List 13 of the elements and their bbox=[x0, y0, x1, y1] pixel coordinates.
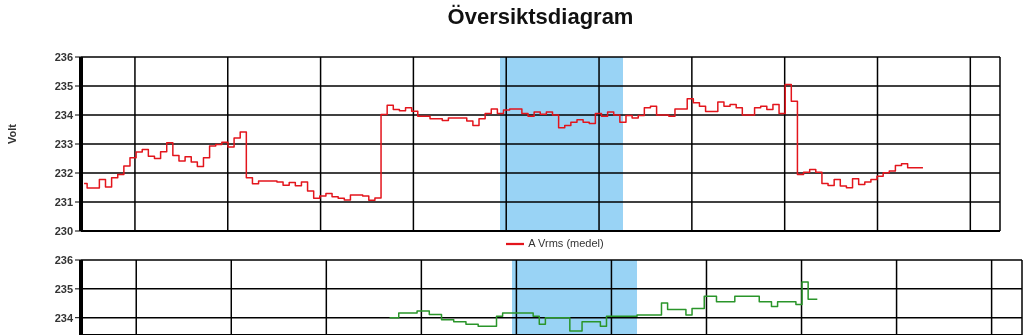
legend-label: A Vrms (medel) bbox=[528, 236, 604, 249]
chart-title: Översiktsdiagram bbox=[446, 4, 635, 30]
y-axis-title: Volt bbox=[5, 123, 18, 144]
y-tick-label: 236 bbox=[54, 50, 73, 63]
y-tick-label: 232 bbox=[54, 166, 73, 179]
y-tick-label: 234 bbox=[54, 311, 74, 324]
y-tick-label: 235 bbox=[54, 79, 73, 92]
y-tick-label: 234 bbox=[54, 108, 74, 121]
y-tick-label: 236 bbox=[54, 253, 73, 266]
y-tick-label: 230 bbox=[54, 224, 73, 237]
y-tick-label: 231 bbox=[54, 195, 73, 208]
y-tick-label: 233 bbox=[54, 137, 73, 150]
y-tick-label: 235 bbox=[54, 282, 73, 295]
